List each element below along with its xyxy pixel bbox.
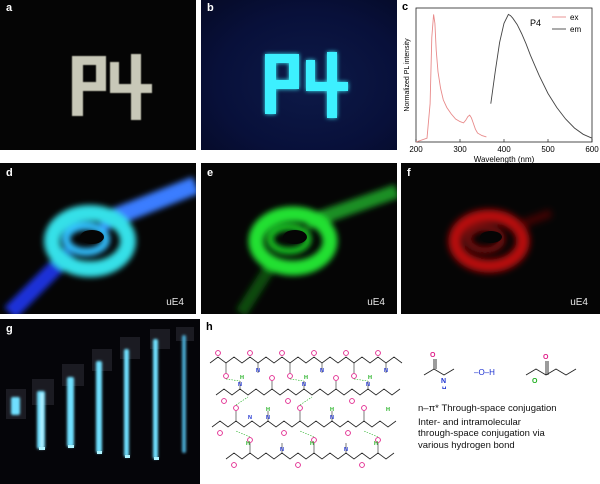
stretched-fibers (6, 327, 194, 460)
functional-group-icons: O N H –O–H O O (423, 352, 577, 389)
panel-d-caption: uE4 (166, 297, 184, 308)
panel-label-g: g (6, 323, 13, 335)
y-axis-label: Normalized PL intensity (404, 38, 411, 112)
chart-annotation: P4 (530, 18, 541, 28)
hydroxyl-group-label: –O–H (474, 368, 495, 377)
x-tick-label: 300 (453, 145, 467, 154)
svg-text:N: N (344, 447, 348, 453)
svg-text:H: H (386, 407, 390, 413)
svg-text:O: O (543, 354, 549, 361)
description-line-4: various hydrogen bond (418, 439, 515, 451)
svg-text:N: N (330, 415, 334, 421)
panel-label-d: d (6, 167, 13, 179)
knotted-tube-blue-cyan (4, 176, 196, 314)
knotted-tube-red (448, 209, 553, 273)
panel-e-photo: e uE4 (201, 163, 397, 314)
panel-d-photo: d uE4 (0, 163, 196, 314)
x-tick-label: 200 (409, 145, 423, 154)
panel-e-caption: uE4 (367, 297, 385, 308)
hydrogen-bond-network-scheme: N N N N N N N N N N N H H H H H H H H H (209, 350, 403, 468)
panel-label-b: b (207, 2, 214, 14)
svg-text:H: H (310, 441, 314, 447)
panel-f-photo: f uE4 (401, 163, 600, 314)
svg-text:H: H (240, 375, 244, 381)
panel-label-f: f (407, 167, 411, 179)
x-tick-label: 500 (541, 145, 555, 154)
svg-text:O: O (532, 378, 538, 385)
x-axis-label: Wavelength (nm) (474, 155, 535, 164)
svg-text:N: N (256, 368, 260, 374)
panel-h-scheme: h (204, 319, 600, 484)
svg-text:H: H (330, 407, 334, 413)
glowing-letters-p4 (265, 52, 348, 118)
svg-text:H: H (374, 441, 378, 447)
panel-f-caption: uE4 (570, 297, 588, 308)
svg-text:N: N (238, 382, 242, 388)
knotted-tube-green (235, 184, 397, 314)
plot-frame (415, 7, 593, 143)
svg-text:H: H (304, 375, 308, 381)
description-line-2: Inter- and intramolecular (418, 416, 521, 428)
description-line-3: through-space conjugation via (418, 428, 545, 439)
amide-group-icon (423, 359, 455, 376)
legend-em-label: em (570, 25, 581, 34)
panel-h-description: n–π* Through-space conjugation Inter- an… (418, 403, 598, 451)
panel-label-c: c (402, 1, 409, 13)
svg-text:H: H (246, 441, 250, 447)
panel-a-photo: a P4 (0, 0, 196, 150)
pl-spectrum-chart: 200 300 400 500 600 Wavelength (nm) Normaliz… (404, 7, 599, 164)
x-tick-label: 600 (585, 145, 599, 154)
x-tick-label: 400 (497, 145, 511, 154)
svg-text:N: N (320, 368, 324, 374)
series-em-line (490, 13, 593, 139)
ester-group-icon (525, 361, 577, 376)
svg-text:N: N (366, 382, 370, 388)
legend-ex-label: ex (570, 13, 578, 22)
panel-label-h: h (206, 321, 213, 333)
svg-text:N: N (441, 378, 446, 385)
description-line-1: n–π* Through-space conjugation (418, 403, 557, 414)
panel-label-e: e (207, 167, 214, 179)
svg-text:H: H (368, 375, 372, 381)
panel-c-chart: c 200 300 400 500 600 Wavelength (nm) Normal… (400, 0, 600, 168)
svg-text:O: O (430, 352, 436, 359)
svg-text:N: N (280, 447, 284, 453)
tape-letters-p4 (72, 54, 152, 120)
series-ex-line (415, 14, 487, 143)
svg-text:N: N (302, 382, 306, 388)
panel-b-photo: b P4 (201, 0, 397, 150)
panel-g-photo: g (0, 319, 200, 484)
panel-label-a: a (6, 2, 13, 14)
svg-text:H: H (266, 407, 270, 413)
svg-text:N: N (248, 415, 252, 421)
svg-text:N: N (384, 368, 388, 374)
svg-text:N: N (266, 415, 270, 421)
svg-text:H: H (442, 387, 446, 389)
